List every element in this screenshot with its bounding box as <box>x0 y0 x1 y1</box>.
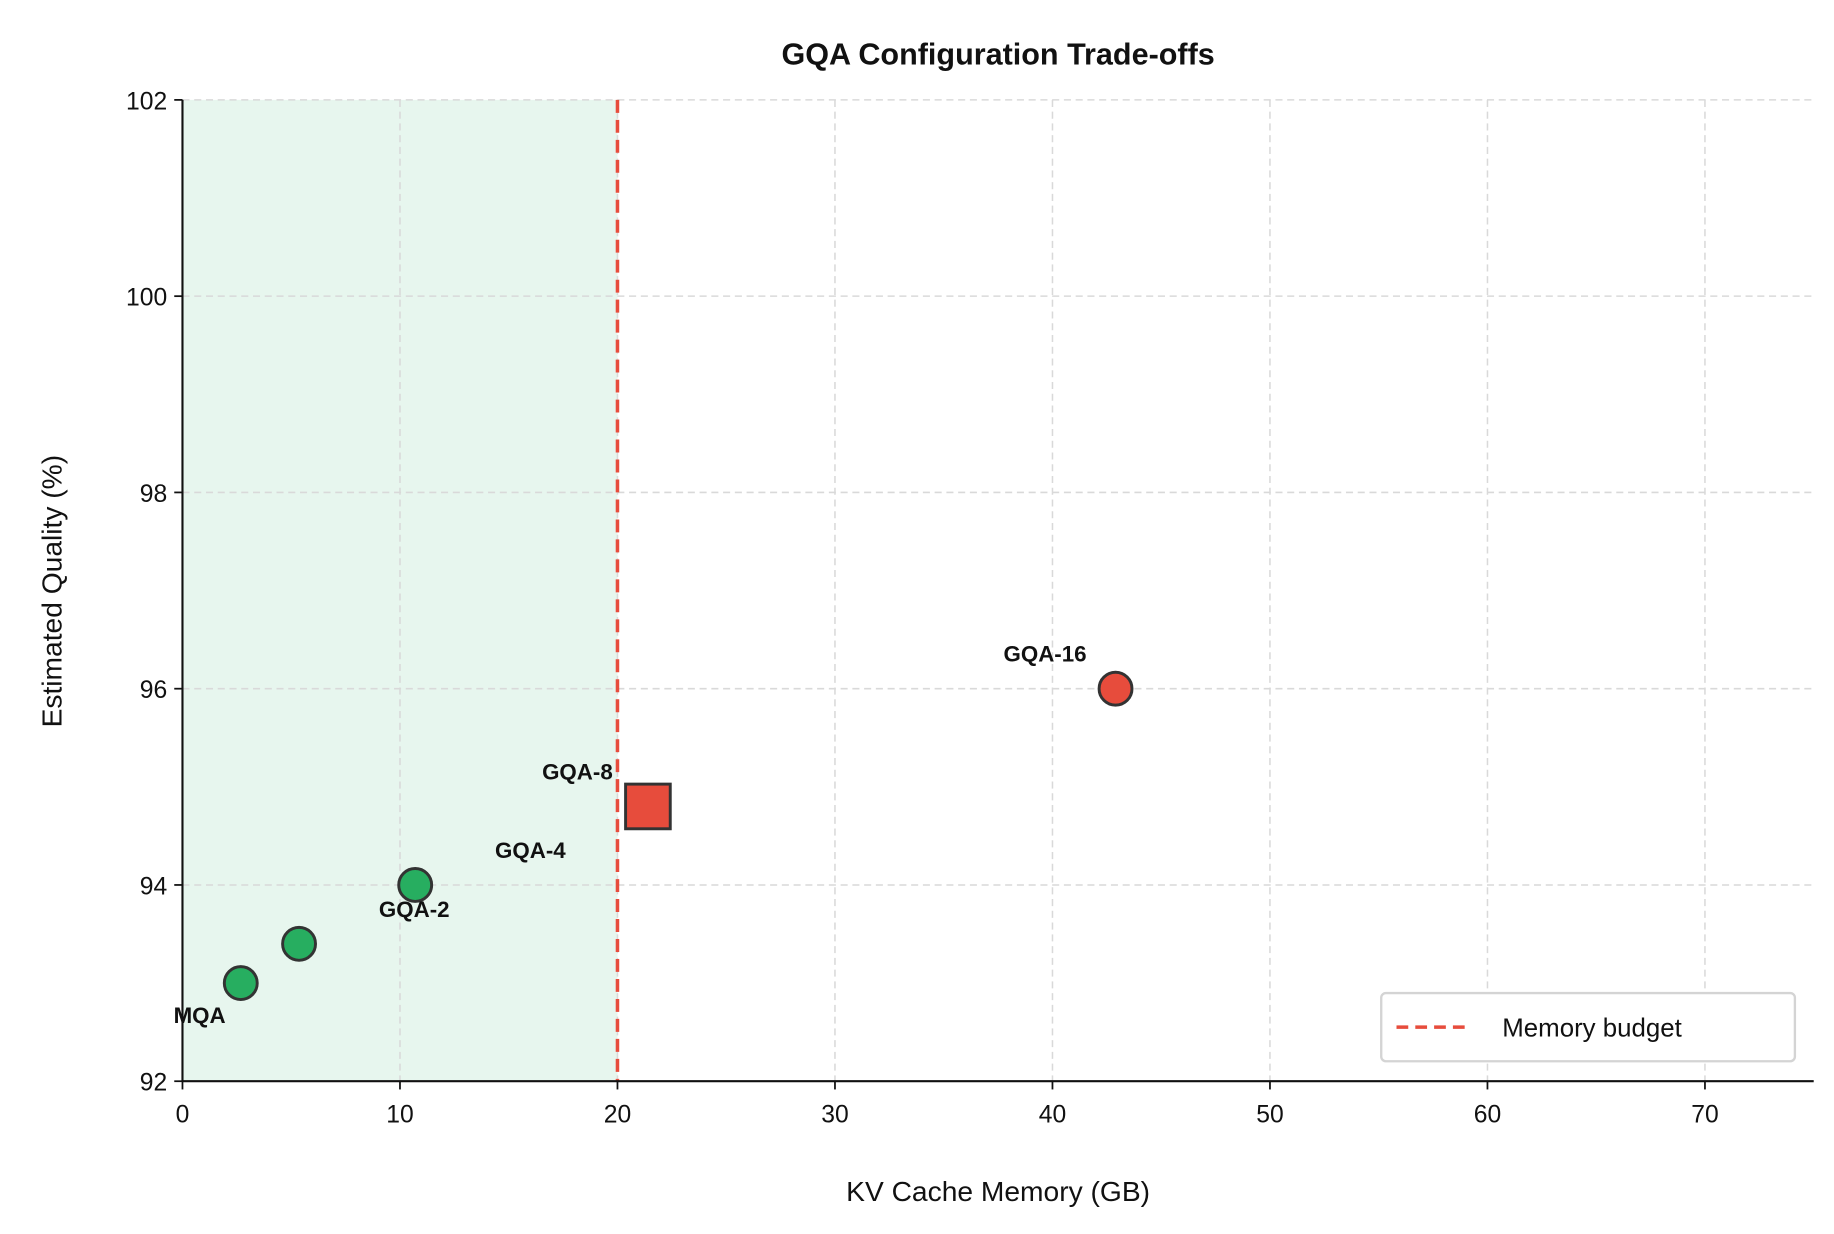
data-point <box>281 925 317 962</box>
point-label: GQA-2 <box>379 897 450 922</box>
point-label: GQA-4 <box>495 838 566 863</box>
y-tick-label: 102 <box>126 88 167 115</box>
x-tick-label: 10 <box>386 1101 413 1128</box>
data-point <box>1097 670 1134 707</box>
x-tick-label: 70 <box>1691 1101 1718 1128</box>
legend-budget-label: Memory budget <box>1502 1015 1682 1043</box>
y-tick-label: 96 <box>140 677 167 704</box>
point-label: MQA <box>174 1003 226 1028</box>
legend-box <box>1380 991 1797 1063</box>
y-tick-label: 94 <box>140 873 167 900</box>
chart-title: GQA Configuration Trade-offs <box>781 38 1214 72</box>
y-tick-label: 98 <box>140 481 167 508</box>
x-tick-label: 40 <box>1039 1101 1066 1128</box>
y-tick-label: 92 <box>140 1070 167 1097</box>
x-tick-label: 30 <box>821 1101 848 1128</box>
x-tick-label: 0 <box>176 1101 190 1128</box>
x-tick-label: 60 <box>1474 1101 1501 1128</box>
point-label: GQA-8 <box>542 759 613 784</box>
x-tick-label: 20 <box>604 1101 631 1128</box>
legend: Memory budget <box>1380 991 1797 1063</box>
point-label: GQA-16 <box>1003 642 1086 667</box>
y-axis-label: Estimated Quality (%) <box>35 455 67 728</box>
data-point-square <box>624 782 672 831</box>
x-axis-label: KV Cache Memory (GB) <box>846 1175 1150 1207</box>
data-point <box>222 965 259 1002</box>
x-tick-label: 50 <box>1256 1101 1283 1128</box>
y-tick-label: 100 <box>126 285 167 312</box>
data-point <box>397 867 434 903</box>
